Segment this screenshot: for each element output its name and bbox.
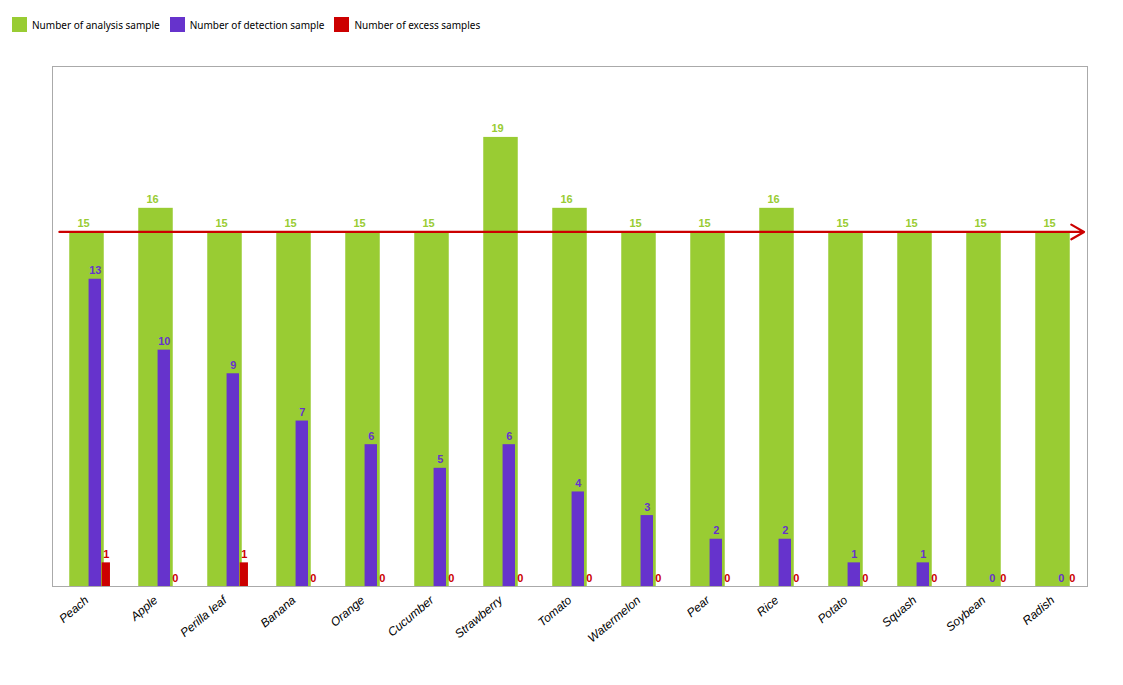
svg-text:3: 3 (644, 501, 650, 513)
svg-text:Pear: Pear (684, 592, 713, 620)
svg-text:0: 0 (989, 572, 995, 584)
svg-text:15: 15 (836, 217, 848, 229)
svg-text:Rice: Rice (754, 593, 782, 619)
svg-text:15: 15 (284, 217, 296, 229)
svg-text:Apple: Apple (127, 593, 161, 624)
svg-text:2: 2 (713, 524, 719, 536)
svg-text:1: 1 (920, 548, 926, 560)
svg-text:Tomato: Tomato (535, 593, 575, 629)
html-text:Number of analysis sample: Number of analysis sample (32, 17, 160, 32)
svg-text:0: 0 (379, 572, 385, 584)
svg-text:0: 0 (586, 572, 592, 584)
svg-text:7: 7 (299, 406, 305, 418)
svg-text:4: 4 (575, 477, 582, 489)
html-text:Number of detection sample: Number of detection sample (189, 17, 325, 32)
svg-text:Cucumber: Cucumber (385, 592, 437, 639)
svg-text:0: 0 (517, 572, 523, 584)
svg-text:15: 15 (629, 217, 641, 229)
svg-text:0: 0 (862, 572, 868, 584)
svg-text:16: 16 (767, 193, 779, 205)
svg-text:Strawberry: Strawberry (452, 592, 506, 641)
svg-text:Potato: Potato (815, 593, 851, 626)
svg-text:15: 15 (353, 217, 365, 229)
svg-text:15: 15 (77, 217, 89, 229)
svg-text:6: 6 (368, 430, 374, 442)
svg-text:Watermelon: Watermelon (585, 593, 644, 645)
svg-text:15: 15 (974, 217, 986, 229)
svg-text:0: 0 (1000, 572, 1006, 584)
svg-text:0: 0 (310, 572, 316, 584)
svg-text:Banana: Banana (258, 593, 299, 631)
svg-text:15: 15 (215, 217, 227, 229)
svg-text:1: 1 (103, 548, 109, 560)
svg-text:15: 15 (422, 217, 434, 229)
svg-text:Orange: Orange (328, 593, 368, 630)
svg-text:0: 0 (1069, 572, 1075, 584)
svg-text:16: 16 (560, 193, 572, 205)
svg-text:0: 0 (1058, 572, 1064, 584)
svg-text:9: 9 (230, 359, 236, 371)
svg-text:5: 5 (437, 453, 443, 465)
svg-text:Radish: Radish (1020, 593, 1058, 628)
svg-text:0: 0 (172, 572, 178, 584)
svg-text:0: 0 (448, 572, 454, 584)
svg-text:0: 0 (793, 572, 799, 584)
svg-text:0: 0 (724, 572, 730, 584)
svg-text:15: 15 (905, 217, 917, 229)
svg-text:15: 15 (698, 217, 710, 229)
svg-text:15: 15 (1043, 217, 1055, 229)
svg-text:Perilla leaf: Perilla leaf (177, 592, 230, 640)
html-text:Number of excess samples: Number of excess samples (354, 17, 481, 32)
svg-text:1: 1 (851, 548, 857, 560)
svg-text:0: 0 (931, 572, 937, 584)
svg-text:1: 1 (241, 548, 247, 560)
svg-text:0: 0 (655, 572, 661, 584)
svg-text:Squash: Squash (879, 593, 919, 630)
svg-text:19: 19 (491, 122, 503, 134)
svg-text:Soybean: Soybean (943, 593, 989, 634)
svg-text:16: 16 (146, 193, 158, 205)
svg-text:2: 2 (782, 524, 788, 536)
svg-text:13: 13 (89, 264, 101, 276)
svg-text:6: 6 (506, 430, 512, 442)
svg-text:10: 10 (158, 335, 170, 347)
svg-text:Peach: Peach (56, 593, 91, 626)
